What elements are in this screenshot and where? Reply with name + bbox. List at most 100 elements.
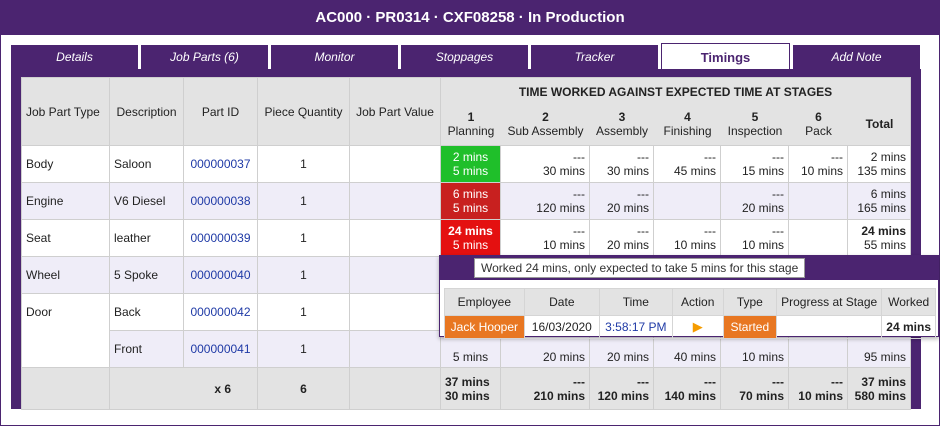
col-job-part-type: Job Part Type	[21, 77, 110, 146]
description: Saloon	[109, 145, 184, 183]
popup-col-progress: Progress at Stage	[775, 288, 883, 316]
stage-header-6: 6 Pack	[805, 109, 832, 138]
popup-tooltip: Worked 24 mins, only expected to take 5 …	[474, 258, 806, 278]
job-part-value	[349, 219, 441, 257]
stage-4-cell[interactable]: --- 45 mins	[653, 145, 721, 183]
job-part-value	[349, 145, 441, 183]
timings-panel: Job Part Type Description Part ID Piece …	[11, 69, 921, 410]
table-row: Body Saloon 000000037 1 2 mins 5 mins ---…	[21, 145, 912, 183]
popup-header: Worked 24 mins, only expected to take 5 …	[440, 256, 938, 280]
total-cell: 6 mins 165 mins	[846, 182, 912, 220]
description: Front	[109, 330, 184, 368]
tab-stoppages[interactable]: Stoppages	[401, 45, 528, 69]
tab-add-note[interactable]: Add Note	[793, 45, 920, 69]
total-stage-4: --- 140 mins	[653, 367, 721, 410]
stage-header-2: 2 Sub Assembly	[507, 109, 584, 138]
stage-6-cell	[788, 182, 848, 220]
part-id-link[interactable]: 000000041	[183, 330, 258, 368]
tab-bar: Details Job Parts (6) Monitor Stoppages …	[11, 43, 921, 69]
popup-col-date: Date	[523, 288, 600, 316]
total-header: Total	[865, 116, 894, 131]
footer-blank	[21, 367, 110, 410]
stage-header-3: 3 Assembly	[595, 109, 648, 138]
stage-5-cell[interactable]: --- 15 mins	[720, 145, 789, 183]
job-part-type: Door	[21, 293, 110, 368]
stage-1-cell[interactable]: 24 mins 5 mins	[440, 219, 501, 257]
timings-table: Job Part Type Description Part ID Piece …	[21, 77, 912, 410]
popup-row: Jack Hooper 16/03/2020 3:58:17 PM ▶ Star…	[444, 315, 936, 339]
total-stage-6: --- 10 mins	[788, 367, 848, 410]
total-stage-1: 37 mins 30 mins	[440, 367, 501, 410]
stage-1-cell[interactable]: 2 mins 5 mins	[440, 145, 501, 183]
description: V6 Diesel	[109, 182, 184, 220]
employee-name[interactable]: Jack Hooper	[444, 315, 525, 339]
popup-col-type: Type	[722, 288, 778, 316]
job-part-type: Seat	[21, 219, 110, 257]
grand-total: 37 mins 580 mins	[846, 367, 912, 410]
piece-quantity: 1	[257, 293, 350, 331]
popup-col-employee: Employee	[444, 288, 525, 316]
popup-type: Started	[722, 315, 778, 339]
total-cell: 2 mins 135 mins	[846, 145, 912, 183]
footer-value-blank	[349, 367, 441, 410]
time-header-group: TIME WORKED AGAINST EXPECTED TIME AT STA…	[439, 77, 912, 146]
job-part-value	[349, 182, 441, 220]
col-piece-quantity: Piece Quantity	[257, 77, 350, 146]
stage-4-cell[interactable]: --- 10 mins	[653, 219, 721, 257]
totals-row: x 6 6 37 mins 30 mins --- 210 mins --- 120 …	[21, 367, 912, 410]
tab-timings[interactable]: Timings	[661, 43, 790, 69]
total-cell: 24 mins 55 mins	[846, 219, 912, 257]
popup-col-worked: Worked	[881, 288, 936, 316]
total-stage-5: --- 70 mins	[720, 367, 789, 410]
description: 5 Spoke	[109, 256, 184, 294]
table-row: Engine V6 Diesel 000000038 1 6 mins 5 min…	[21, 182, 912, 220]
total-quantity: 6	[257, 367, 350, 410]
tab-tracker[interactable]: Tracker	[531, 45, 658, 69]
job-part-type: Body	[21, 145, 110, 183]
stage-2-cell[interactable]: --- 30 mins	[500, 145, 590, 183]
piece-quantity: 1	[257, 182, 350, 220]
part-id-link[interactable]: 000000038	[183, 182, 258, 220]
play-icon[interactable]: ▶	[692, 319, 703, 334]
part-id-link[interactable]: 000000040	[183, 256, 258, 294]
part-id-link[interactable]: 000000042	[183, 293, 258, 331]
popup-progress	[775, 315, 883, 339]
stage-header-5: 5 Inspection	[727, 109, 783, 138]
stage-2-cell[interactable]: --- 120 mins	[500, 182, 590, 220]
part-id-link[interactable]: 000000039	[183, 219, 258, 257]
stage-6-cell[interactable]: --- 10 mins	[788, 145, 848, 183]
job-part-type: Engine	[21, 182, 110, 220]
total-stage-2: --- 210 mins	[500, 367, 590, 410]
job-part-value	[349, 330, 441, 368]
time-header-title: TIME WORKED AGAINST EXPECTED TIME AT STA…	[518, 84, 833, 99]
tab-details[interactable]: Details	[11, 45, 138, 69]
popup-col-action: Action	[671, 288, 724, 316]
stage-3-cell[interactable]: --- 20 mins	[589, 219, 654, 257]
stage-3-cell[interactable]: --- 20 mins	[589, 182, 654, 220]
col-description: Description	[109, 77, 184, 146]
popup-time[interactable]: 3:58:17 PM	[598, 315, 673, 339]
total-count: x 6	[109, 367, 258, 410]
description: leather	[109, 219, 184, 257]
piece-quantity: 1	[257, 145, 350, 183]
piece-quantity: 1	[257, 256, 350, 294]
stage-header-1: 1 Planning	[447, 109, 495, 138]
popup-action[interactable]: ▶	[671, 315, 724, 339]
tab-job-parts[interactable]: Job Parts (6)	[141, 45, 268, 69]
tab-monitor[interactable]: Monitor	[271, 45, 398, 69]
part-id-link[interactable]: 000000037	[183, 145, 258, 183]
job-part-type: Wheel	[21, 256, 110, 294]
stage-1-cell[interactable]: 6 mins 5 mins	[440, 182, 501, 220]
page-title: AC000 · PR0314 · CXF08258 · In Productio…	[1, 1, 939, 35]
description: Back	[109, 293, 184, 331]
stage-5-cell[interactable]: --- 10 mins	[720, 219, 789, 257]
total-stage-3: --- 120 mins	[589, 367, 654, 410]
popup-date: 16/03/2020	[523, 315, 600, 339]
stage-4-cell	[653, 182, 721, 220]
stage-2-cell[interactable]: --- 10 mins	[500, 219, 590, 257]
stage-3-cell[interactable]: --- 30 mins	[589, 145, 654, 183]
stage-5-cell[interactable]: --- 20 mins	[720, 182, 789, 220]
job-part-value	[349, 293, 441, 331]
table-row: Seat leather 000000039 1 24 mins 5 mins -…	[21, 219, 912, 257]
